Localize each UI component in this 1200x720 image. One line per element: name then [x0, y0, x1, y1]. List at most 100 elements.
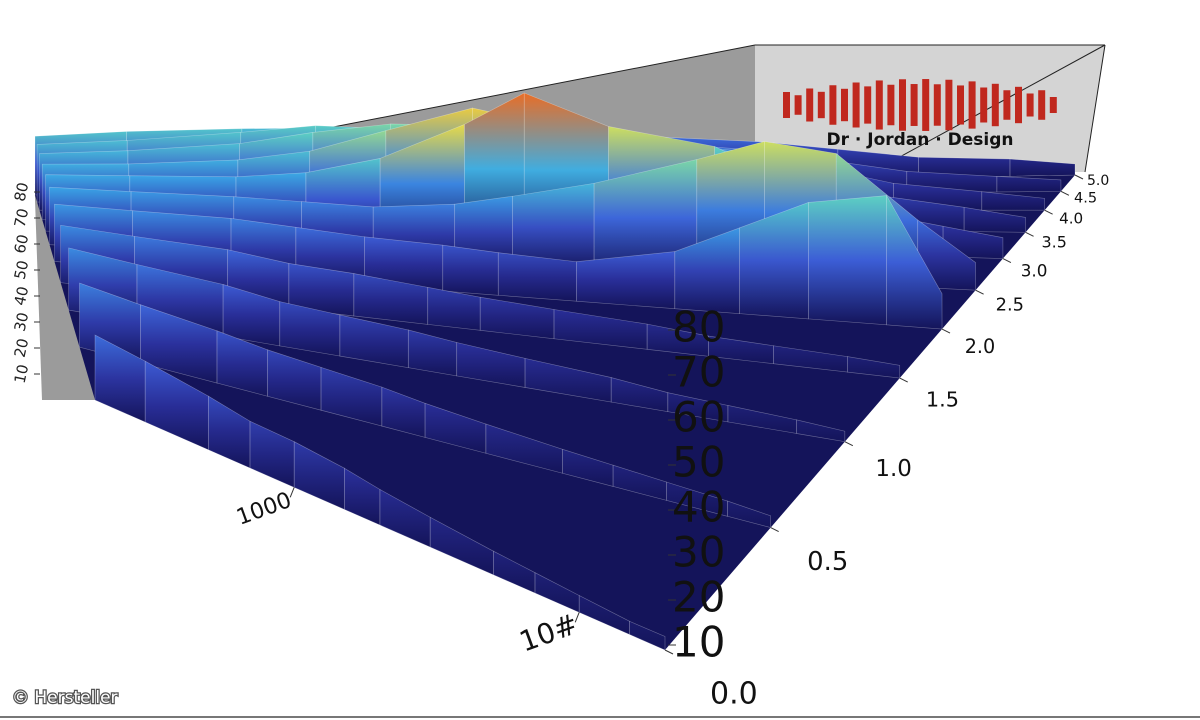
z-tick-label-front: 80 [672, 303, 725, 352]
z-tick-label: 30 [11, 311, 33, 333]
logo-bar [968, 81, 976, 129]
z-tick-label-front: 20 [672, 573, 725, 622]
logo-bar [829, 85, 837, 125]
logo-bar [887, 84, 895, 126]
surface-segment [847, 356, 901, 379]
logo-bar [910, 84, 918, 126]
logo-bar [991, 83, 999, 127]
surface-segment [708, 335, 774, 365]
y-tick-label: 0.5 [807, 547, 848, 577]
x-tick [574, 612, 580, 623]
z-tick-label: 60 [11, 233, 33, 255]
x-tick-label: 10# [515, 607, 582, 658]
y-tick [1025, 231, 1034, 237]
z-tick-label: 80 [11, 181, 33, 203]
y-tick-label: 3.0 [1021, 260, 1048, 280]
y-tick [1074, 174, 1084, 180]
z-tick-label-front: 70 [672, 348, 725, 397]
logo-bar [945, 79, 953, 131]
z-tick-label: 10 [11, 363, 33, 385]
surface-segment [553, 309, 648, 350]
y-tick [1060, 190, 1070, 196]
surface-segment [578, 595, 630, 635]
logo-bar [864, 86, 872, 124]
logo-bar [817, 91, 825, 119]
surface-segment [493, 550, 536, 594]
z-tick-label-front: 10 [672, 618, 725, 667]
y-tick [975, 289, 984, 295]
surface-segment [407, 329, 458, 377]
x-tick-label: 1000 [233, 487, 295, 531]
logo-bar [980, 87, 988, 123]
logo-bar [875, 80, 883, 130]
surface-segment [293, 441, 345, 510]
y-tick-label: 3.5 [1042, 232, 1067, 251]
surface-segment [381, 386, 426, 438]
surface-segment [320, 366, 383, 427]
logo-text: Dr · Jordan · Design [826, 130, 1013, 150]
logo-bar [933, 84, 941, 126]
logo-bars [783, 79, 1057, 131]
logo-bar [899, 79, 906, 131]
z-tick-label: 70 [11, 207, 33, 229]
logo-bar [1026, 93, 1034, 117]
surface-segment [249, 420, 295, 488]
surface-segment [727, 500, 771, 528]
y-tick-label: 4.5 [1074, 191, 1097, 207]
surface-segment [524, 358, 612, 403]
y-tick [844, 441, 854, 447]
surface-segment [485, 423, 563, 474]
y-tick [770, 527, 779, 533]
logo-bar [806, 88, 814, 122]
logo-bar [957, 85, 964, 125]
surface-segment [808, 195, 887, 326]
z-tick-label-front: 50 [672, 438, 725, 487]
y-tick [664, 649, 674, 655]
surface-segment [576, 251, 676, 310]
z-tick-label-front: 40 [672, 483, 725, 532]
logo-bar [922, 79, 930, 131]
surface-segment [208, 395, 251, 469]
surface-segment [339, 314, 409, 369]
y-tick-label: 0.0 [710, 677, 758, 712]
y-tick-label: 4.0 [1059, 210, 1083, 228]
surface-segment [666, 481, 728, 517]
surface-segment [424, 402, 487, 454]
surface-segment [442, 244, 499, 296]
logo-bar [1015, 86, 1022, 124]
logo-panel [755, 45, 1105, 172]
surface-segment [996, 176, 1062, 193]
logo-bar [1003, 90, 1011, 120]
surface-segment [427, 286, 481, 331]
y-tick-label: 2.0 [965, 335, 996, 358]
y-tick [1002, 258, 1012, 263]
z-tick-label: 20 [11, 337, 33, 359]
surface-segment [534, 572, 580, 613]
surface-segment [353, 273, 429, 325]
surface-segment [222, 284, 281, 347]
surface-segment [562, 448, 614, 487]
box-edge [1084, 44, 1106, 173]
z-tick-label: 50 [11, 259, 33, 281]
surface-segment [963, 206, 1026, 233]
logo-bar [783, 92, 790, 118]
surface-segment [479, 296, 555, 340]
y-tick [1044, 209, 1053, 215]
y-tick [941, 328, 951, 334]
credit: © Hersteller [12, 688, 118, 708]
logo-bar [794, 95, 802, 115]
x-tick [289, 487, 295, 498]
plot [34, 92, 1084, 655]
logo-bar [841, 88, 848, 122]
y-tick-label: 2.5 [996, 295, 1024, 316]
surface-segment [267, 349, 322, 411]
logo-bar [1038, 90, 1046, 120]
surface-segment [646, 323, 709, 357]
surface-segment [773, 345, 848, 373]
surface-segment [288, 263, 355, 317]
logo-bar [852, 82, 860, 128]
y-tick-label: 1.0 [875, 456, 912, 482]
y-tick-label: 5.0 [1087, 173, 1109, 189]
